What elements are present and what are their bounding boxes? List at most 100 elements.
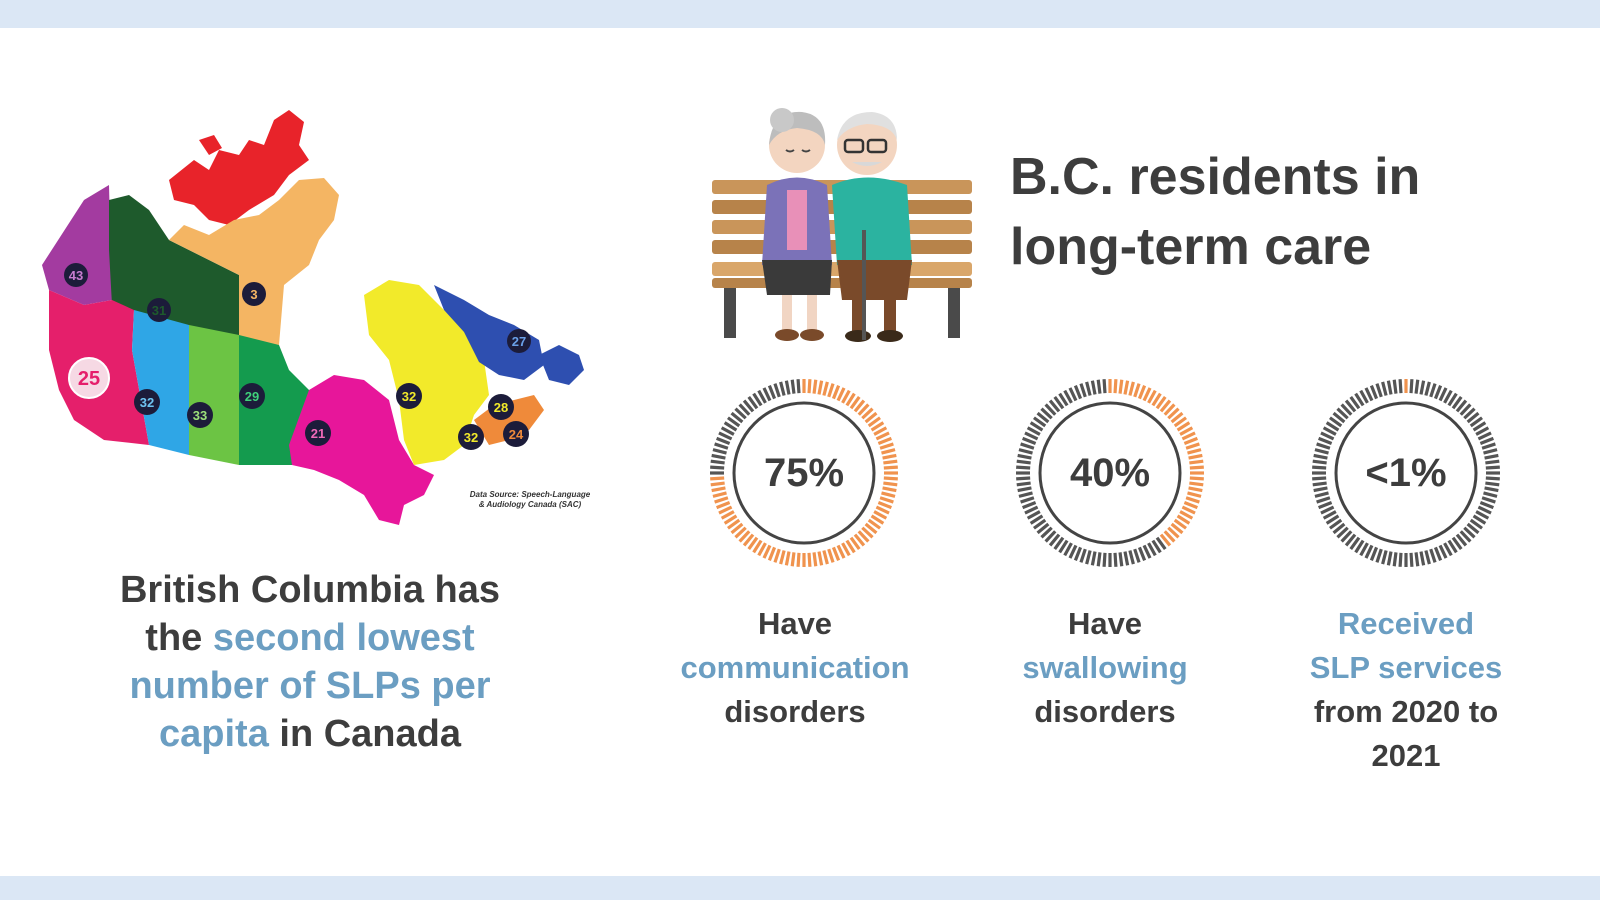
ring-tick-empty bbox=[1102, 552, 1107, 567]
ring-tick-filled bbox=[822, 381, 829, 396]
ring-tick-empty bbox=[1469, 518, 1483, 530]
marker-label: 32 bbox=[402, 389, 416, 404]
caption-highlight: SLP services bbox=[1309, 650, 1503, 685]
stat-value: 75% bbox=[763, 450, 845, 495]
ring-tick-empty bbox=[1375, 383, 1383, 398]
caption-line: Have bbox=[757, 606, 833, 641]
ring-tick-empty bbox=[779, 381, 786, 396]
ring-tick-filled bbox=[711, 486, 726, 493]
ring-tick-empty bbox=[1429, 548, 1437, 563]
ring-tick-empty bbox=[1419, 380, 1426, 395]
bc-statement-text: in Canada bbox=[268, 713, 461, 755]
ring-tick-empty bbox=[1483, 448, 1498, 455]
marker-label: 31 bbox=[152, 303, 166, 318]
ring-tick-empty bbox=[1073, 385, 1083, 400]
ring-tick-filled bbox=[1113, 379, 1118, 394]
ring-tick-filled bbox=[879, 496, 894, 504]
title-line-2: long-term care bbox=[1010, 218, 1372, 276]
ring-tick-empty bbox=[1481, 496, 1496, 504]
ring-tick-empty bbox=[1455, 399, 1468, 413]
ring-tick-empty bbox=[1424, 381, 1431, 396]
ring-tick-empty bbox=[1313, 486, 1328, 493]
ring-tick-filled bbox=[822, 550, 829, 565]
stat-value: 40% bbox=[1069, 450, 1151, 495]
ring-tick-filled bbox=[883, 476, 898, 481]
ring-tick-empty bbox=[712, 448, 727, 455]
ring-tick-filled bbox=[853, 533, 866, 547]
ring-tick-empty bbox=[1451, 396, 1463, 410]
ring-tick-empty bbox=[1033, 416, 1047, 428]
ontario-region bbox=[289, 375, 434, 525]
marker-nb: 28 bbox=[488, 394, 514, 420]
data-source-note: Data Source: Speech-Language & Audiology… bbox=[455, 490, 605, 510]
ring-tick-empty bbox=[1033, 518, 1047, 530]
quebec-region bbox=[364, 280, 489, 465]
alberta-region bbox=[132, 310, 189, 455]
marker-label: 43 bbox=[69, 268, 83, 283]
ring-tick-empty bbox=[1044, 530, 1057, 543]
ring-tick-empty bbox=[1085, 550, 1092, 565]
ring-tick-filled bbox=[864, 522, 878, 535]
ring-tick-empty bbox=[1438, 544, 1448, 559]
ring-tick-empty bbox=[1381, 550, 1388, 565]
ring-tick-empty bbox=[1477, 505, 1492, 515]
ring-tick-empty bbox=[1340, 530, 1353, 543]
ring-tick-filled bbox=[861, 407, 874, 420]
ring-tick-empty bbox=[1316, 442, 1331, 450]
ring-tick-filled bbox=[1123, 380, 1130, 395]
ring-tick-empty bbox=[1017, 453, 1032, 460]
ring-tick-empty bbox=[1438, 387, 1448, 402]
caption-line: disorders bbox=[724, 694, 866, 729]
ring-tick-filled bbox=[1181, 505, 1196, 515]
ring-tick-filled bbox=[714, 496, 729, 504]
bench-couple-graphic bbox=[712, 108, 972, 342]
ring-tick-empty bbox=[1312, 465, 1327, 470]
ring-tick-empty bbox=[1354, 392, 1365, 407]
stat-ring-swallowing: 40% bbox=[1015, 378, 1205, 568]
ring-tick-filled bbox=[812, 552, 818, 567]
marker-alberta: 32 bbox=[134, 389, 160, 415]
ring-tick-empty bbox=[1463, 526, 1476, 539]
ring-tick-filled bbox=[877, 436, 892, 446]
ring-tick-empty bbox=[1409, 552, 1414, 567]
ring-tick-empty bbox=[1016, 476, 1031, 481]
ring-tick-empty bbox=[784, 380, 791, 395]
ring-tick-empty bbox=[1392, 379, 1398, 394]
ring-tick-filled bbox=[1167, 526, 1180, 539]
ring-tick-empty bbox=[1320, 505, 1335, 515]
ring-tick-filled bbox=[817, 551, 824, 566]
ring-tick-filled bbox=[849, 536, 861, 550]
ring-tick-empty bbox=[1364, 387, 1374, 402]
ring-tick-filled bbox=[1137, 385, 1147, 400]
ring-tick-empty bbox=[1024, 431, 1039, 441]
ring-tick-empty bbox=[1381, 381, 1388, 396]
ring-inner-circle bbox=[732, 401, 876, 545]
ring-tick-filled bbox=[757, 542, 767, 557]
caption-line: from 2020 to bbox=[1313, 694, 1499, 729]
ring-tick-empty bbox=[1022, 500, 1037, 510]
ring-tick-filled bbox=[752, 539, 763, 554]
marker-label: 27 bbox=[512, 334, 526, 349]
ring-tick-empty bbox=[747, 396, 759, 410]
ring-tick-filled bbox=[861, 526, 874, 539]
ring-tick-empty bbox=[1386, 551, 1393, 566]
ring-tick-empty bbox=[1409, 379, 1414, 394]
ring-tick-filled bbox=[827, 548, 835, 563]
ring-tick-empty bbox=[1336, 526, 1349, 539]
ring-tick-empty bbox=[1318, 436, 1333, 446]
ring-tick-filled bbox=[742, 533, 755, 547]
ring-tick-empty bbox=[710, 459, 725, 465]
marker-label: 29 bbox=[245, 389, 259, 404]
ring-tick-filled bbox=[1118, 379, 1124, 394]
ring-tick-filled bbox=[1189, 459, 1204, 465]
ring-tick-empty bbox=[1359, 389, 1369, 404]
canada-map: 43 31 3 27 25 32 33 29 bbox=[34, 100, 614, 545]
caption-line: 2021 bbox=[1371, 738, 1441, 773]
source-line-1: Data Source: Speech-Language bbox=[469, 490, 591, 499]
ring-tick-filled bbox=[1167, 407, 1180, 420]
marker-label: 28 bbox=[494, 400, 508, 415]
bc-statement-line-4: capita in Canada bbox=[60, 710, 560, 758]
ring-tick-filled bbox=[1187, 448, 1202, 455]
ring-tick-filled bbox=[1188, 486, 1203, 493]
marker-pei: 32 bbox=[458, 424, 484, 450]
